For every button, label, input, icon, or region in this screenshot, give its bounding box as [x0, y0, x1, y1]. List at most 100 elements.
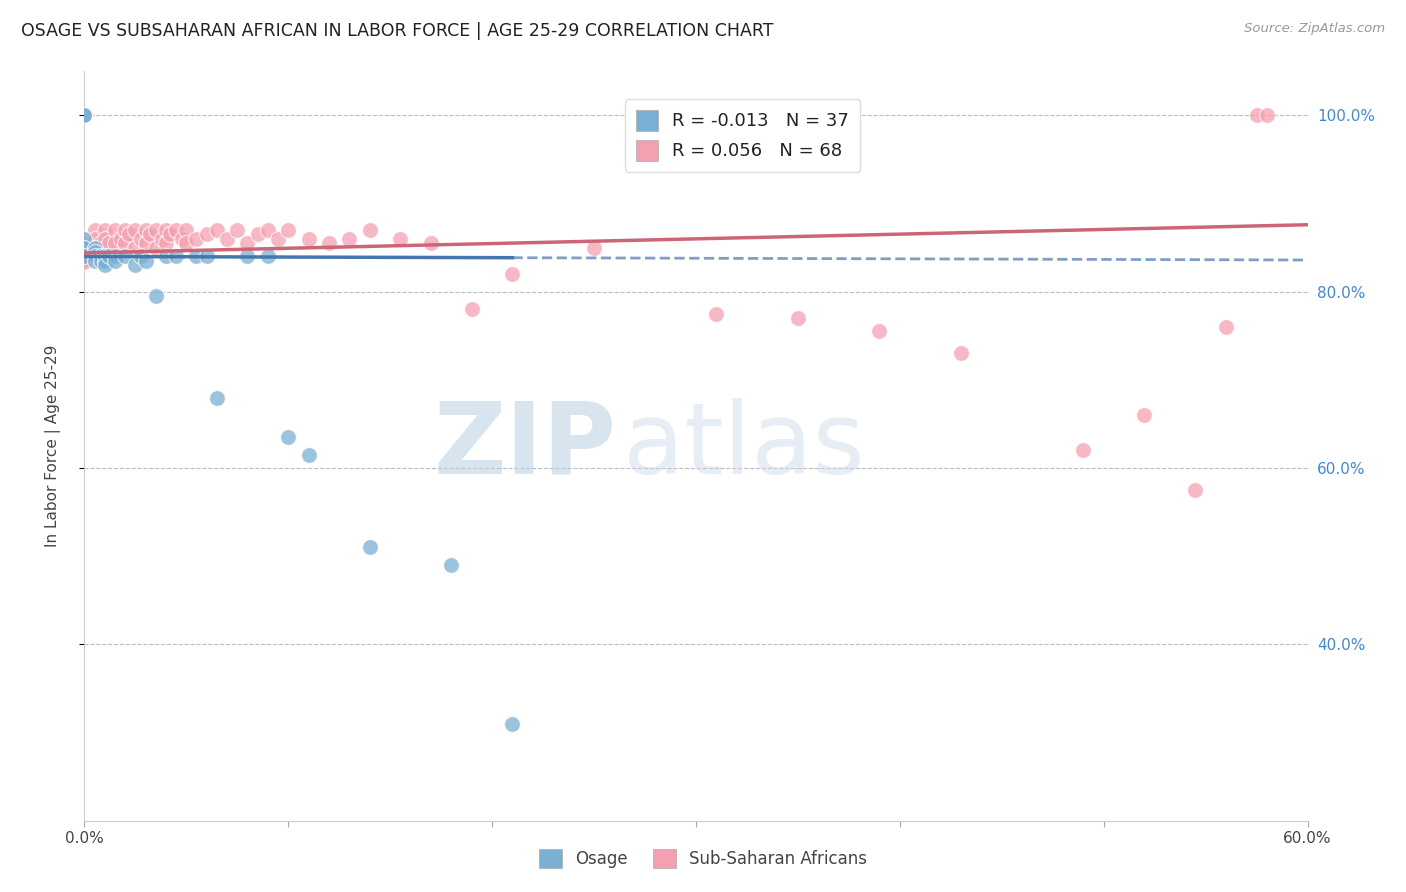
Legend: R = -0.013   N = 37, R = 0.056   N = 68: R = -0.013 N = 37, R = 0.056 N = 68	[626, 99, 860, 171]
Point	[135, 236, 157, 251]
Point	[73, 241, 96, 255]
Point	[205, 391, 228, 405]
Point	[267, 232, 290, 246]
Point	[298, 232, 321, 246]
Point	[155, 236, 177, 251]
Point	[73, 108, 96, 122]
Point	[359, 541, 381, 555]
Point	[706, 307, 728, 321]
Point	[83, 241, 105, 255]
Point	[93, 253, 115, 268]
Point	[104, 223, 127, 237]
Point	[159, 227, 181, 242]
Text: ZIP: ZIP	[433, 398, 616, 494]
Text: OSAGE VS SUBSAHARAN AFRICAN IN LABOR FORCE | AGE 25-29 CORRELATION CHART: OSAGE VS SUBSAHARAN AFRICAN IN LABOR FOR…	[21, 22, 773, 40]
Point	[93, 250, 115, 264]
Point	[389, 232, 412, 246]
Point	[1133, 408, 1156, 422]
Point	[114, 236, 136, 251]
Point	[114, 250, 136, 264]
Point	[1256, 108, 1278, 122]
Point	[217, 232, 239, 246]
Point	[114, 223, 136, 237]
Point	[131, 250, 153, 264]
Point	[97, 236, 120, 251]
Point	[90, 236, 112, 251]
Point	[869, 325, 891, 339]
Legend: Osage, Sub-Saharan Africans: Osage, Sub-Saharan Africans	[531, 842, 875, 875]
Point	[104, 253, 127, 268]
Point	[186, 250, 208, 264]
Point	[90, 250, 112, 264]
Point	[97, 250, 120, 264]
Point	[73, 241, 96, 255]
Point	[73, 254, 96, 268]
Point	[131, 232, 153, 246]
Point	[73, 241, 96, 255]
Point	[83, 232, 105, 246]
Point	[118, 227, 141, 242]
Point	[90, 253, 112, 268]
Point	[226, 223, 249, 237]
Point	[174, 223, 197, 237]
Point	[83, 241, 105, 255]
Point	[73, 232, 96, 246]
Point	[1073, 443, 1095, 458]
Point	[1184, 483, 1206, 497]
Point	[174, 236, 197, 251]
Point	[138, 227, 160, 242]
Point	[145, 223, 167, 237]
Point	[195, 227, 218, 242]
Point	[257, 250, 280, 264]
Text: Source: ZipAtlas.com: Source: ZipAtlas.com	[1244, 22, 1385, 36]
Point	[135, 253, 157, 268]
Point	[246, 227, 269, 242]
Point	[195, 250, 218, 264]
Point	[502, 716, 524, 731]
Point	[155, 250, 177, 264]
Point	[583, 241, 606, 255]
Point	[104, 236, 127, 251]
Point	[359, 223, 381, 237]
Point	[339, 232, 361, 246]
Point	[73, 245, 96, 260]
Point	[298, 448, 321, 462]
Point	[145, 241, 167, 255]
Point	[440, 558, 463, 572]
Point	[172, 232, 194, 246]
Point	[104, 250, 127, 264]
Point	[110, 232, 132, 246]
Point	[73, 252, 96, 267]
Point	[787, 311, 810, 326]
Point	[318, 236, 340, 251]
Point	[93, 223, 115, 237]
Point	[165, 250, 187, 264]
Point	[165, 223, 187, 237]
Point	[420, 236, 443, 251]
Point	[73, 232, 96, 246]
Point	[155, 223, 177, 237]
Point	[83, 250, 105, 264]
Point	[461, 302, 484, 317]
Point	[236, 236, 259, 251]
Point	[124, 258, 146, 272]
Point	[145, 289, 167, 303]
Point	[73, 108, 96, 122]
Point	[150, 232, 173, 246]
Point	[1215, 320, 1237, 334]
Point	[73, 108, 96, 122]
Point	[73, 250, 96, 264]
Point	[124, 223, 146, 237]
Point	[93, 232, 115, 246]
Point	[83, 223, 105, 237]
Point	[1246, 108, 1268, 122]
Point	[93, 258, 115, 272]
Point	[73, 245, 96, 260]
Point	[73, 250, 96, 264]
Point	[502, 267, 524, 281]
Point	[135, 223, 157, 237]
Point	[205, 223, 228, 237]
Point	[73, 108, 96, 122]
Y-axis label: In Labor Force | Age 25-29: In Labor Force | Age 25-29	[45, 345, 60, 547]
Point	[257, 223, 280, 237]
